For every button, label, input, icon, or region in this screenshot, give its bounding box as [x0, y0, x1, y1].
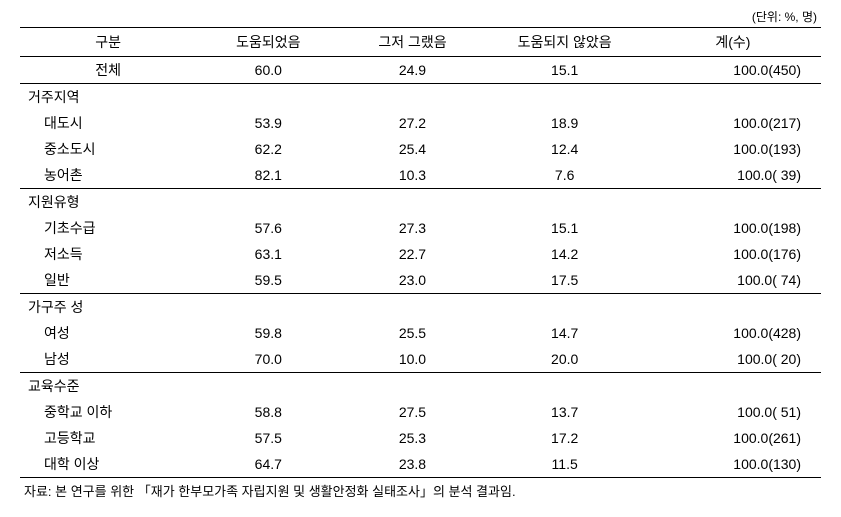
row-helpful: 57.5 [196, 425, 340, 451]
row-label: 여성 [20, 320, 196, 346]
row-nothelpful: 7.6 [485, 162, 645, 189]
row-soso: 25.5 [340, 320, 484, 346]
total-label: 전체 [20, 57, 196, 84]
table-row: 중소도시62.225.412.4100.0(193) [20, 136, 821, 162]
row-label: 기초수급 [20, 215, 196, 241]
table-body: 전체 60.0 24.9 15.1 100.0(450) 거주지역대도시53.9… [20, 57, 821, 478]
row-total: 100.0( 20) [645, 346, 821, 373]
row-label: 농어촌 [20, 162, 196, 189]
row-nothelpful: 17.5 [485, 267, 645, 294]
section-header: 교육수준 [20, 373, 821, 400]
row-soso: 27.2 [340, 110, 484, 136]
section-header: 가구주 성 [20, 294, 821, 321]
header-nothelpful: 도움되지 않았음 [485, 28, 645, 57]
row-helpful: 57.6 [196, 215, 340, 241]
row-label: 남성 [20, 346, 196, 373]
row-total: 100.0(176) [645, 241, 821, 267]
data-table: 구분 도움되었음 그저 그랬음 도움되지 않았음 계(수) 전체 60.0 24… [20, 27, 821, 478]
header-row: 구분 도움되었음 그저 그랬음 도움되지 않았음 계(수) [20, 28, 821, 57]
row-soso: 23.8 [340, 451, 484, 478]
row-helpful: 53.9 [196, 110, 340, 136]
row-total: 100.0(217) [645, 110, 821, 136]
row-nothelpful: 15.1 [485, 215, 645, 241]
unit-label: (단위: %, 명) [20, 8, 821, 25]
row-soso: 27.3 [340, 215, 484, 241]
header-category: 구분 [20, 28, 196, 57]
row-nothelpful: 12.4 [485, 136, 645, 162]
row-helpful: 62.2 [196, 136, 340, 162]
header-soso: 그저 그랬음 [340, 28, 484, 57]
row-total: 100.0(428) [645, 320, 821, 346]
row-nothelpful: 17.2 [485, 425, 645, 451]
table-row: 대도시53.927.218.9100.0(217) [20, 110, 821, 136]
header-helpful: 도움되었음 [196, 28, 340, 57]
total-helpful: 60.0 [196, 57, 340, 84]
row-nothelpful: 14.7 [485, 320, 645, 346]
table-row: 중학교 이하58.827.513.7100.0( 51) [20, 399, 821, 425]
row-nothelpful: 20.0 [485, 346, 645, 373]
table-row: 농어촌82.110.37.6100.0( 39) [20, 162, 821, 189]
row-soso: 25.4 [340, 136, 484, 162]
row-nothelpful: 18.9 [485, 110, 645, 136]
section-title: 가구주 성 [20, 294, 821, 321]
footnote: 자료: 본 연구를 위한 「재가 한부모가족 자립지원 및 생활안정화 실태조사… [20, 481, 821, 500]
section-title: 교육수준 [20, 373, 821, 400]
row-helpful: 64.7 [196, 451, 340, 478]
row-total: 100.0( 51) [645, 399, 821, 425]
table-row: 저소득63.122.714.2100.0(176) [20, 241, 821, 267]
row-label: 일반 [20, 267, 196, 294]
section-title: 거주지역 [20, 84, 821, 111]
row-nothelpful: 14.2 [485, 241, 645, 267]
table-row: 남성70.010.020.0100.0( 20) [20, 346, 821, 373]
row-helpful: 58.8 [196, 399, 340, 425]
table-row: 대학 이상64.723.811.5100.0(130) [20, 451, 821, 478]
row-label: 대도시 [20, 110, 196, 136]
row-total: 100.0( 39) [645, 162, 821, 189]
row-soso: 25.3 [340, 425, 484, 451]
row-soso: 10.0 [340, 346, 484, 373]
section-title: 지원유형 [20, 189, 821, 216]
row-total: 100.0(130) [645, 451, 821, 478]
row-helpful: 59.8 [196, 320, 340, 346]
row-label: 중학교 이하 [20, 399, 196, 425]
total-total: 100.0(450) [645, 57, 821, 84]
row-helpful: 63.1 [196, 241, 340, 267]
table-row: 일반59.523.017.5100.0( 74) [20, 267, 821, 294]
row-label: 고등학교 [20, 425, 196, 451]
row-total: 100.0( 74) [645, 267, 821, 294]
row-soso: 10.3 [340, 162, 484, 189]
total-row: 전체 60.0 24.9 15.1 100.0(450) [20, 57, 821, 84]
row-helpful: 82.1 [196, 162, 340, 189]
row-soso: 27.5 [340, 399, 484, 425]
row-soso: 22.7 [340, 241, 484, 267]
row-helpful: 59.5 [196, 267, 340, 294]
header-total: 계(수) [645, 28, 821, 57]
row-label: 저소득 [20, 241, 196, 267]
row-total: 100.0(198) [645, 215, 821, 241]
row-helpful: 70.0 [196, 346, 340, 373]
total-soso: 24.9 [340, 57, 484, 84]
row-soso: 23.0 [340, 267, 484, 294]
row-total: 100.0(261) [645, 425, 821, 451]
table-row: 고등학교57.525.317.2100.0(261) [20, 425, 821, 451]
section-header: 거주지역 [20, 84, 821, 111]
row-total: 100.0(193) [645, 136, 821, 162]
total-nothelpful: 15.1 [485, 57, 645, 84]
row-label: 중소도시 [20, 136, 196, 162]
row-nothelpful: 11.5 [485, 451, 645, 478]
table-row: 여성59.825.514.7100.0(428) [20, 320, 821, 346]
row-nothelpful: 13.7 [485, 399, 645, 425]
table-row: 기초수급57.627.315.1100.0(198) [20, 215, 821, 241]
row-label: 대학 이상 [20, 451, 196, 478]
section-header: 지원유형 [20, 189, 821, 216]
